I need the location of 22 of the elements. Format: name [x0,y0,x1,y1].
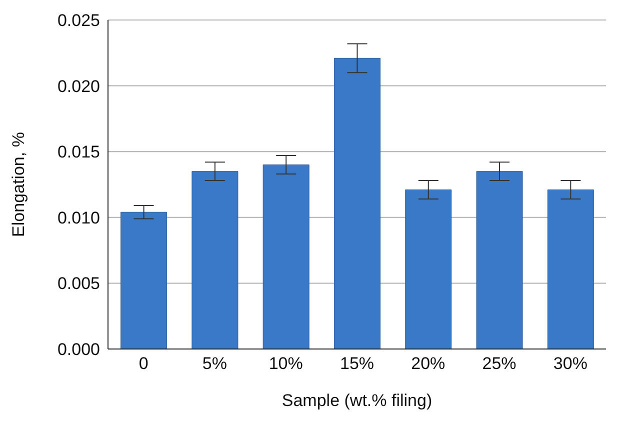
x-tick-label: 25% [482,354,516,374]
bar [262,164,310,349]
bar [120,212,168,349]
y-tick-label: 0.010 [57,208,100,228]
x-tick-label: 20% [411,354,446,374]
x-tick-label: 15% [340,354,374,374]
y-tick-label: 0.025 [57,11,100,30]
y-axis-title: Elongation, % [9,132,28,237]
y-tick-label: 0.015 [57,142,100,162]
x-axis-title: Sample (wt.% filing) [282,391,432,410]
bar [192,171,238,349]
x-tick-label: 10% [268,354,303,374]
y-tick-label: 0.005 [57,274,100,294]
x-tick-label: 0 [138,354,148,374]
bar [405,190,452,349]
bar [334,58,380,349]
x-tick-label: 30% [553,354,588,374]
y-tick-label: 0.020 [57,76,100,96]
bar [547,190,594,349]
x-tick-label: 5% [202,354,228,374]
y-tick-label: 0.000 [57,340,100,360]
bar [476,171,523,349]
